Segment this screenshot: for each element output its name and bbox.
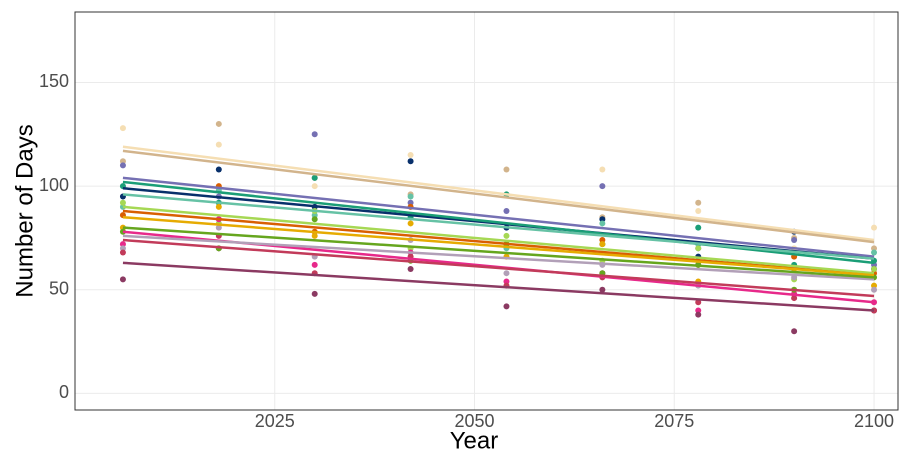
- x-tick-label: 2075: [654, 411, 694, 431]
- y-tick-label: 150: [39, 71, 69, 91]
- point: [695, 199, 702, 206]
- point: [311, 290, 318, 297]
- point: [215, 166, 222, 173]
- point: [503, 270, 510, 277]
- point: [871, 286, 878, 293]
- point: [407, 158, 414, 165]
- point: [695, 311, 702, 318]
- point: [119, 249, 126, 256]
- point: [871, 282, 878, 289]
- point: [871, 245, 878, 252]
- point: [311, 261, 318, 268]
- x-axis-title: Year: [450, 427, 499, 454]
- point: [119, 125, 126, 132]
- trend-line: [122, 149, 875, 244]
- point: [695, 245, 702, 252]
- point: [599, 241, 606, 248]
- y-tick-label: 50: [49, 279, 69, 299]
- point: [791, 295, 798, 302]
- point: [695, 208, 702, 214]
- point: [119, 241, 126, 248]
- point: [503, 208, 510, 214]
- point: [695, 299, 702, 306]
- point: [599, 237, 606, 244]
- point: [599, 220, 606, 227]
- trend-line: [122, 176, 875, 258]
- point: [119, 158, 126, 165]
- trend-line: [122, 180, 875, 265]
- point: [407, 199, 414, 206]
- point: [215, 203, 222, 210]
- point: [119, 199, 126, 206]
- point: [503, 278, 510, 285]
- point: [871, 224, 878, 231]
- point: [407, 193, 414, 200]
- trend-line: [122, 261, 875, 312]
- point: [599, 286, 606, 293]
- point: [215, 224, 222, 231]
- trend-line: [122, 234, 875, 281]
- point: [311, 216, 318, 223]
- point: [119, 276, 126, 283]
- point: [871, 249, 878, 256]
- point: [407, 220, 414, 227]
- point: [599, 166, 606, 173]
- y-axis-title: Number of Days: [11, 124, 38, 297]
- point: [695, 224, 702, 231]
- point: [599, 216, 606, 223]
- point: [791, 237, 798, 244]
- x-tick-label: 2050: [454, 411, 494, 431]
- point: [791, 328, 798, 335]
- point: [311, 131, 318, 138]
- point: [215, 120, 222, 127]
- point: [119, 245, 126, 252]
- point: [503, 303, 510, 310]
- point: [599, 183, 606, 190]
- point: [695, 307, 702, 314]
- plot-frame: [74, 11, 899, 411]
- point: [503, 232, 510, 239]
- trend-line: [122, 226, 875, 279]
- trend-line: [122, 205, 875, 275]
- x-tick-label: 2025: [255, 411, 295, 431]
- trend-line: [122, 215, 875, 277]
- point: [871, 266, 878, 273]
- point: [311, 212, 318, 219]
- point: [311, 232, 318, 239]
- trend-line: [122, 238, 875, 298]
- point: [119, 162, 126, 169]
- trend-line: [122, 145, 875, 242]
- point: [311, 183, 318, 190]
- point: [407, 152, 414, 159]
- point: [407, 266, 414, 273]
- point: [503, 166, 510, 173]
- x-tick-label: 2100: [854, 411, 894, 431]
- y-tick-label: 0: [59, 382, 69, 402]
- y-tick-label: 100: [39, 175, 69, 195]
- point: [311, 174, 318, 181]
- point: [215, 141, 222, 148]
- trend-line: [122, 193, 875, 260]
